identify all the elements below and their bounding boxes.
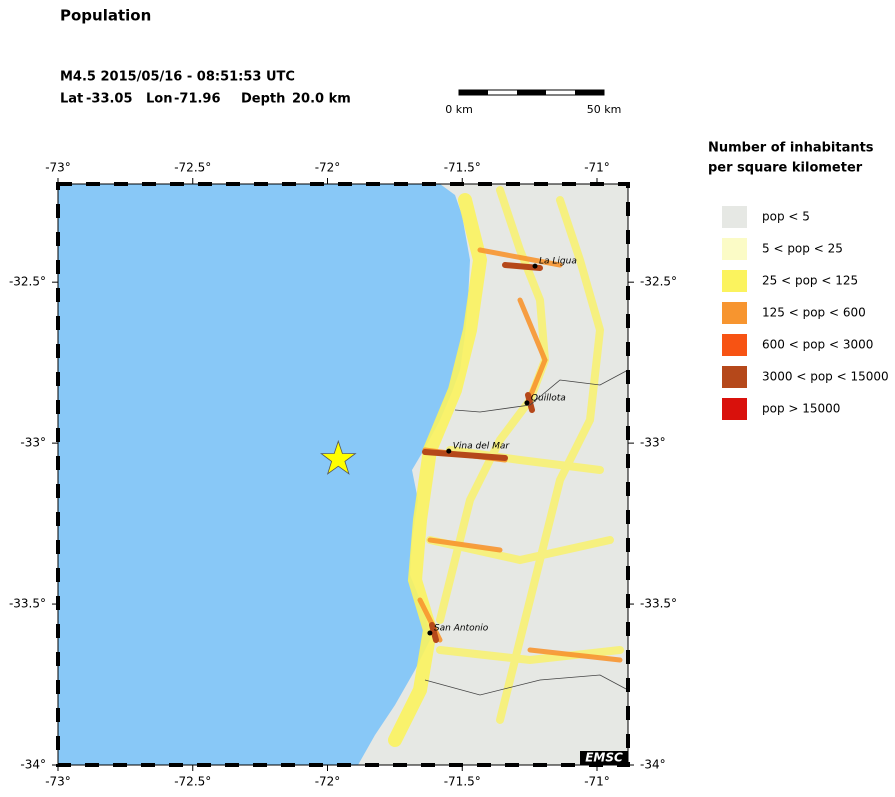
legend: pop < 5 5 < pop < 25 25 < pop < 125 125 < p… bbox=[722, 206, 889, 420]
land bbox=[358, 184, 628, 765]
legend-label: 25 < pop < 125 bbox=[762, 274, 858, 288]
scale-start: 0 km bbox=[445, 103, 473, 116]
legend-label: pop < 5 bbox=[762, 210, 810, 224]
x-tick-label: -72° bbox=[315, 775, 341, 789]
city-label: San Antonio bbox=[434, 624, 489, 634]
credit: EMSC bbox=[585, 751, 623, 765]
legend-label: 125 < pop < 600 bbox=[762, 306, 866, 320]
event-line: M4.5 2015/05/16 - 08:51:53 UTC bbox=[60, 70, 295, 85]
scale-bar-segment bbox=[459, 90, 488, 95]
y-tick-label: -33° bbox=[640, 436, 666, 450]
map-frame bbox=[57, 183, 629, 766]
legend-swatch bbox=[722, 270, 747, 292]
legend-label: 600 < pop < 3000 bbox=[762, 338, 873, 352]
coastal-band bbox=[388, 193, 488, 747]
legend-title: per square kilometer bbox=[708, 161, 863, 176]
y-tick-label: -33.5° bbox=[9, 597, 46, 611]
y-tick-label: -34° bbox=[20, 758, 46, 772]
depth-label: Depth bbox=[241, 92, 285, 107]
x-tick-label: -72.5° bbox=[174, 775, 211, 789]
y-tick-label: -34° bbox=[640, 758, 666, 772]
lon-value: -71.96 bbox=[174, 92, 221, 107]
lat-label: Lat bbox=[60, 92, 83, 107]
scale-bar: 0 km 50 km bbox=[445, 89, 622, 116]
credit-box bbox=[580, 751, 628, 765]
city-marker bbox=[446, 448, 452, 454]
x-tick-label: -71° bbox=[584, 775, 610, 789]
lat-value: -33.05 bbox=[86, 92, 133, 107]
y-tick-label: -33.5° bbox=[640, 597, 677, 611]
x-tick-label: -71.5° bbox=[444, 775, 481, 789]
title: Population bbox=[60, 7, 151, 25]
legend-label: 5 < pop < 25 bbox=[762, 242, 843, 256]
y-tick-label: -32.5° bbox=[640, 275, 677, 289]
scale-end: 50 km bbox=[587, 103, 622, 116]
city-label: Quillota bbox=[531, 393, 566, 403]
legend-swatch bbox=[722, 238, 747, 260]
x-tick-label: -71° bbox=[584, 161, 610, 175]
scale-bar-segment bbox=[517, 90, 546, 95]
city-marker bbox=[532, 263, 538, 269]
legend-label: 3000 < pop < 15000 bbox=[762, 370, 889, 384]
lon-label: Lon bbox=[146, 92, 172, 107]
legend-label: pop > 15000 bbox=[762, 402, 840, 416]
city-label: La Ligua bbox=[539, 257, 577, 267]
city-core bbox=[422, 262, 543, 643]
city-marker bbox=[427, 630, 433, 636]
depth-value: 20.0 km bbox=[292, 92, 351, 107]
city-label: Vina del Mar bbox=[453, 442, 511, 452]
scale-bar-segment bbox=[575, 90, 604, 95]
map-overlay: La Ligua Quillota Vina del Mar San Antonio bbox=[320, 257, 577, 636]
y-tick-label: -32.5° bbox=[9, 275, 46, 289]
x-tick-label: -73° bbox=[45, 775, 71, 789]
population-density bbox=[388, 186, 624, 747]
x-tick-label: -72° bbox=[315, 161, 341, 175]
legend-title: Number of inhabitants bbox=[708, 141, 874, 156]
legend-swatch bbox=[722, 206, 747, 228]
region-border bbox=[424, 369, 629, 696]
epicenter bbox=[320, 439, 357, 475]
legend-swatch bbox=[722, 366, 747, 388]
x-tick-label: -71.5° bbox=[444, 161, 481, 175]
legend-swatch bbox=[722, 302, 747, 324]
legend-swatch bbox=[722, 334, 747, 356]
x-tick-label: -73° bbox=[45, 161, 71, 175]
city-marker bbox=[524, 400, 530, 406]
y-tick-label: -33° bbox=[20, 436, 46, 450]
x-tick-label: -72.5° bbox=[174, 161, 211, 175]
legend-swatch bbox=[722, 398, 747, 420]
